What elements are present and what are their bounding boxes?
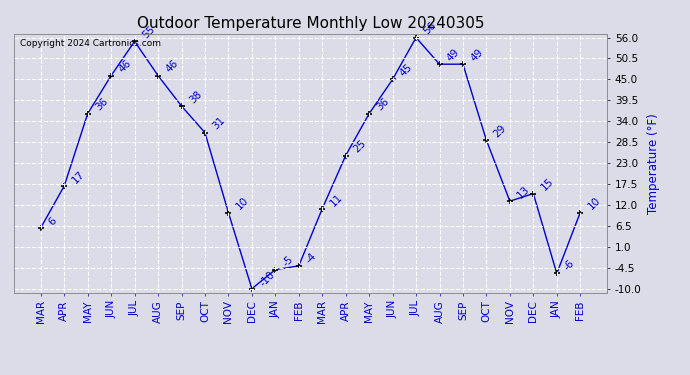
Text: 13: 13 bbox=[515, 184, 532, 200]
Text: 55: 55 bbox=[140, 24, 157, 40]
Text: 46: 46 bbox=[117, 58, 133, 75]
Text: 29: 29 bbox=[492, 123, 509, 140]
Text: 46: 46 bbox=[164, 58, 180, 75]
Text: 36: 36 bbox=[93, 96, 110, 113]
Text: 45: 45 bbox=[398, 62, 415, 79]
Title: Outdoor Temperature Monthly Low 20240305: Outdoor Temperature Monthly Low 20240305 bbox=[137, 16, 484, 31]
Text: 38: 38 bbox=[187, 89, 204, 105]
Y-axis label: Temperature (°F): Temperature (°F) bbox=[647, 113, 660, 213]
Text: Copyright 2024 Cartronics.com: Copyright 2024 Cartronics.com bbox=[20, 39, 161, 48]
Text: 17: 17 bbox=[70, 169, 86, 185]
Text: -5: -5 bbox=[281, 255, 295, 269]
Text: 11: 11 bbox=[328, 192, 344, 208]
Text: 6: 6 bbox=[46, 215, 58, 227]
Text: 10: 10 bbox=[234, 195, 250, 212]
Text: -4: -4 bbox=[304, 251, 319, 265]
Text: 31: 31 bbox=[210, 116, 227, 132]
Text: 36: 36 bbox=[375, 96, 391, 113]
Text: -6: -6 bbox=[562, 258, 577, 273]
Text: -10: -10 bbox=[257, 269, 277, 288]
Text: 25: 25 bbox=[351, 138, 368, 155]
Text: 49: 49 bbox=[445, 47, 462, 63]
Text: 56: 56 bbox=[422, 20, 438, 37]
Text: 15: 15 bbox=[539, 176, 555, 193]
Text: 49: 49 bbox=[469, 47, 485, 63]
Text: 10: 10 bbox=[586, 195, 602, 212]
